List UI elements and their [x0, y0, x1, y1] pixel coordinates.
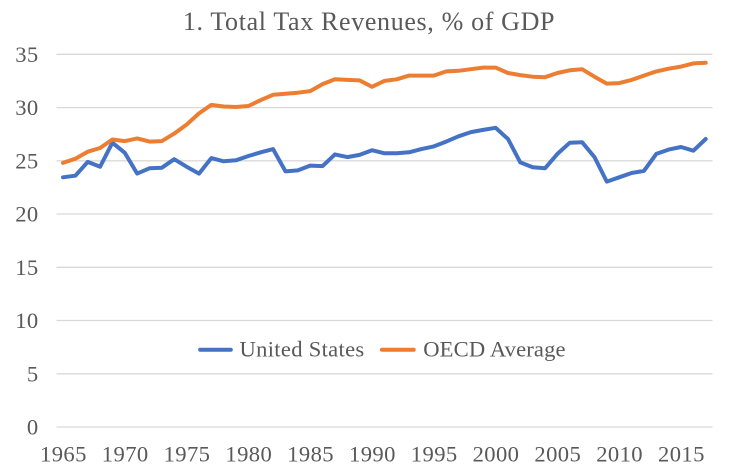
- svg-text:1970: 1970: [102, 441, 149, 466]
- svg-text:1980: 1980: [225, 441, 272, 466]
- svg-text:OECD Average: OECD Average: [423, 337, 566, 362]
- svg-text:1965: 1965: [40, 441, 87, 466]
- svg-text:2010: 2010: [596, 441, 643, 466]
- svg-text:1990: 1990: [349, 441, 396, 466]
- svg-text:2000: 2000: [473, 441, 520, 466]
- svg-text:2005: 2005: [534, 441, 581, 466]
- svg-text:15: 15: [15, 255, 38, 280]
- svg-text:1995: 1995: [411, 441, 458, 466]
- svg-text:20: 20: [15, 202, 38, 227]
- svg-text:1975: 1975: [164, 441, 211, 466]
- svg-text:1985: 1985: [287, 441, 334, 466]
- svg-text:1. Total Tax Revenues, % of GD: 1. Total Tax Revenues, % of GDP: [183, 7, 555, 36]
- svg-text:35: 35: [15, 42, 38, 67]
- svg-text:0: 0: [27, 415, 39, 440]
- svg-text:10: 10: [15, 308, 38, 333]
- svg-text:2015: 2015: [658, 441, 705, 466]
- svg-text:United States: United States: [240, 337, 365, 362]
- svg-text:30: 30: [15, 95, 38, 120]
- svg-text:25: 25: [15, 148, 38, 173]
- svg-text:5: 5: [27, 361, 39, 386]
